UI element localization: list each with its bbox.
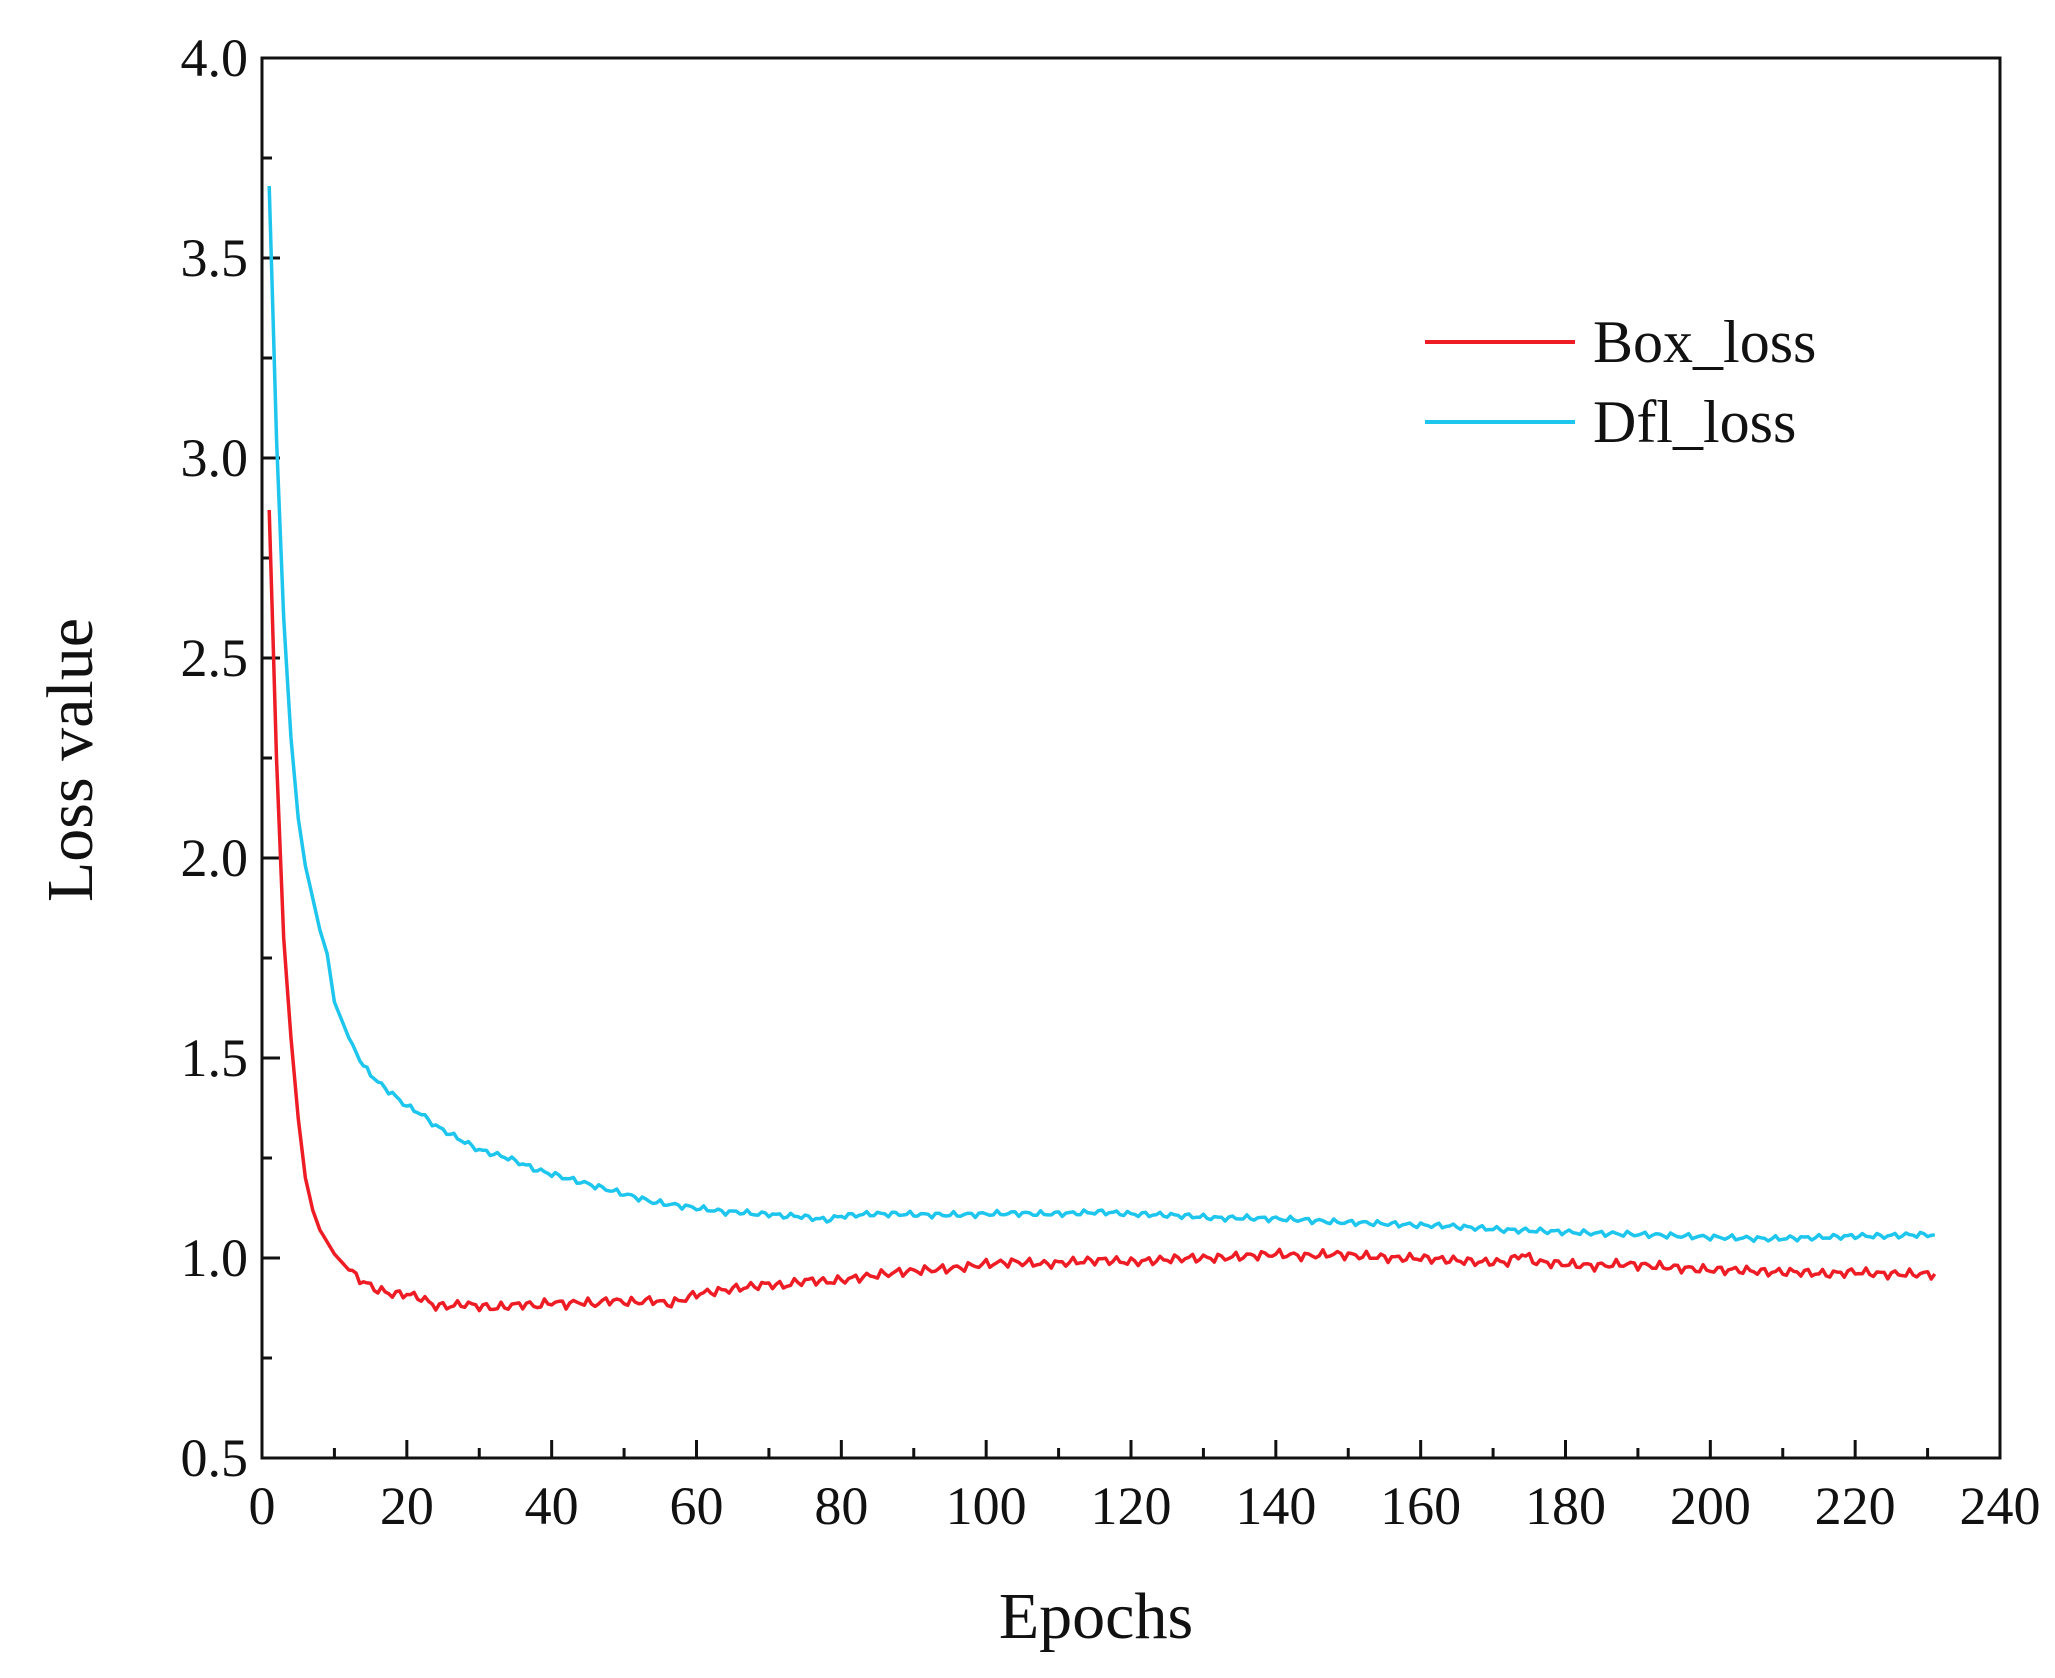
series-line-box-loss [267, 509, 1937, 1313]
y-tick-label: 3.0 [181, 428, 249, 488]
x-tick-label: 80 [814, 1476, 868, 1536]
x-tick-label: 200 [1670, 1476, 1751, 1536]
x-tick-label: 40 [525, 1476, 579, 1536]
y-tick-label: 3.5 [181, 228, 249, 288]
y-tick-label: 1.0 [181, 1228, 249, 1288]
y-axis-ticks: 0.5 1.0 1.5 2.0 2.5 3.0 3.5 4.0 [181, 28, 280, 1488]
legend: Box_loss Dfl_loss [1425, 309, 1816, 455]
x-tick-label: 20 [380, 1476, 434, 1536]
x-tick-label: 240 [1960, 1476, 2041, 1536]
plot-frame [260, 56, 2002, 1460]
x-tick-label: 100 [946, 1476, 1027, 1536]
x-tick-label: 60 [670, 1476, 724, 1536]
x-axis-title: Epochs [999, 1580, 1193, 1653]
legend-label-dfl-loss: Dfl_loss [1593, 389, 1796, 455]
legend-label-box-loss: Box_loss [1593, 309, 1816, 375]
series-line-dfl-loss [267, 185, 1936, 1244]
y-tick-label: 1.5 [181, 1028, 249, 1088]
y-tick-label: 4.0 [181, 28, 249, 88]
x-tick-label: 140 [1235, 1476, 1316, 1536]
y-axis-title: Loss value [34, 618, 107, 902]
x-tick-label: 180 [1525, 1476, 1606, 1536]
x-tick-label: 160 [1380, 1476, 1461, 1536]
series-lines [267, 185, 1937, 1313]
y-tick-label: 0.5 [181, 1428, 249, 1488]
x-tick-label: 0 [249, 1476, 276, 1536]
x-tick-label: 120 [1091, 1476, 1172, 1536]
y-tick-label: 2.5 [181, 628, 249, 688]
x-tick-label: 220 [1815, 1476, 1896, 1536]
x-axis-ticks: 0 20 40 60 80 100 120 140 160 180 200 220 240 [249, 1440, 2041, 1536]
y-tick-label: 2.0 [181, 828, 249, 888]
